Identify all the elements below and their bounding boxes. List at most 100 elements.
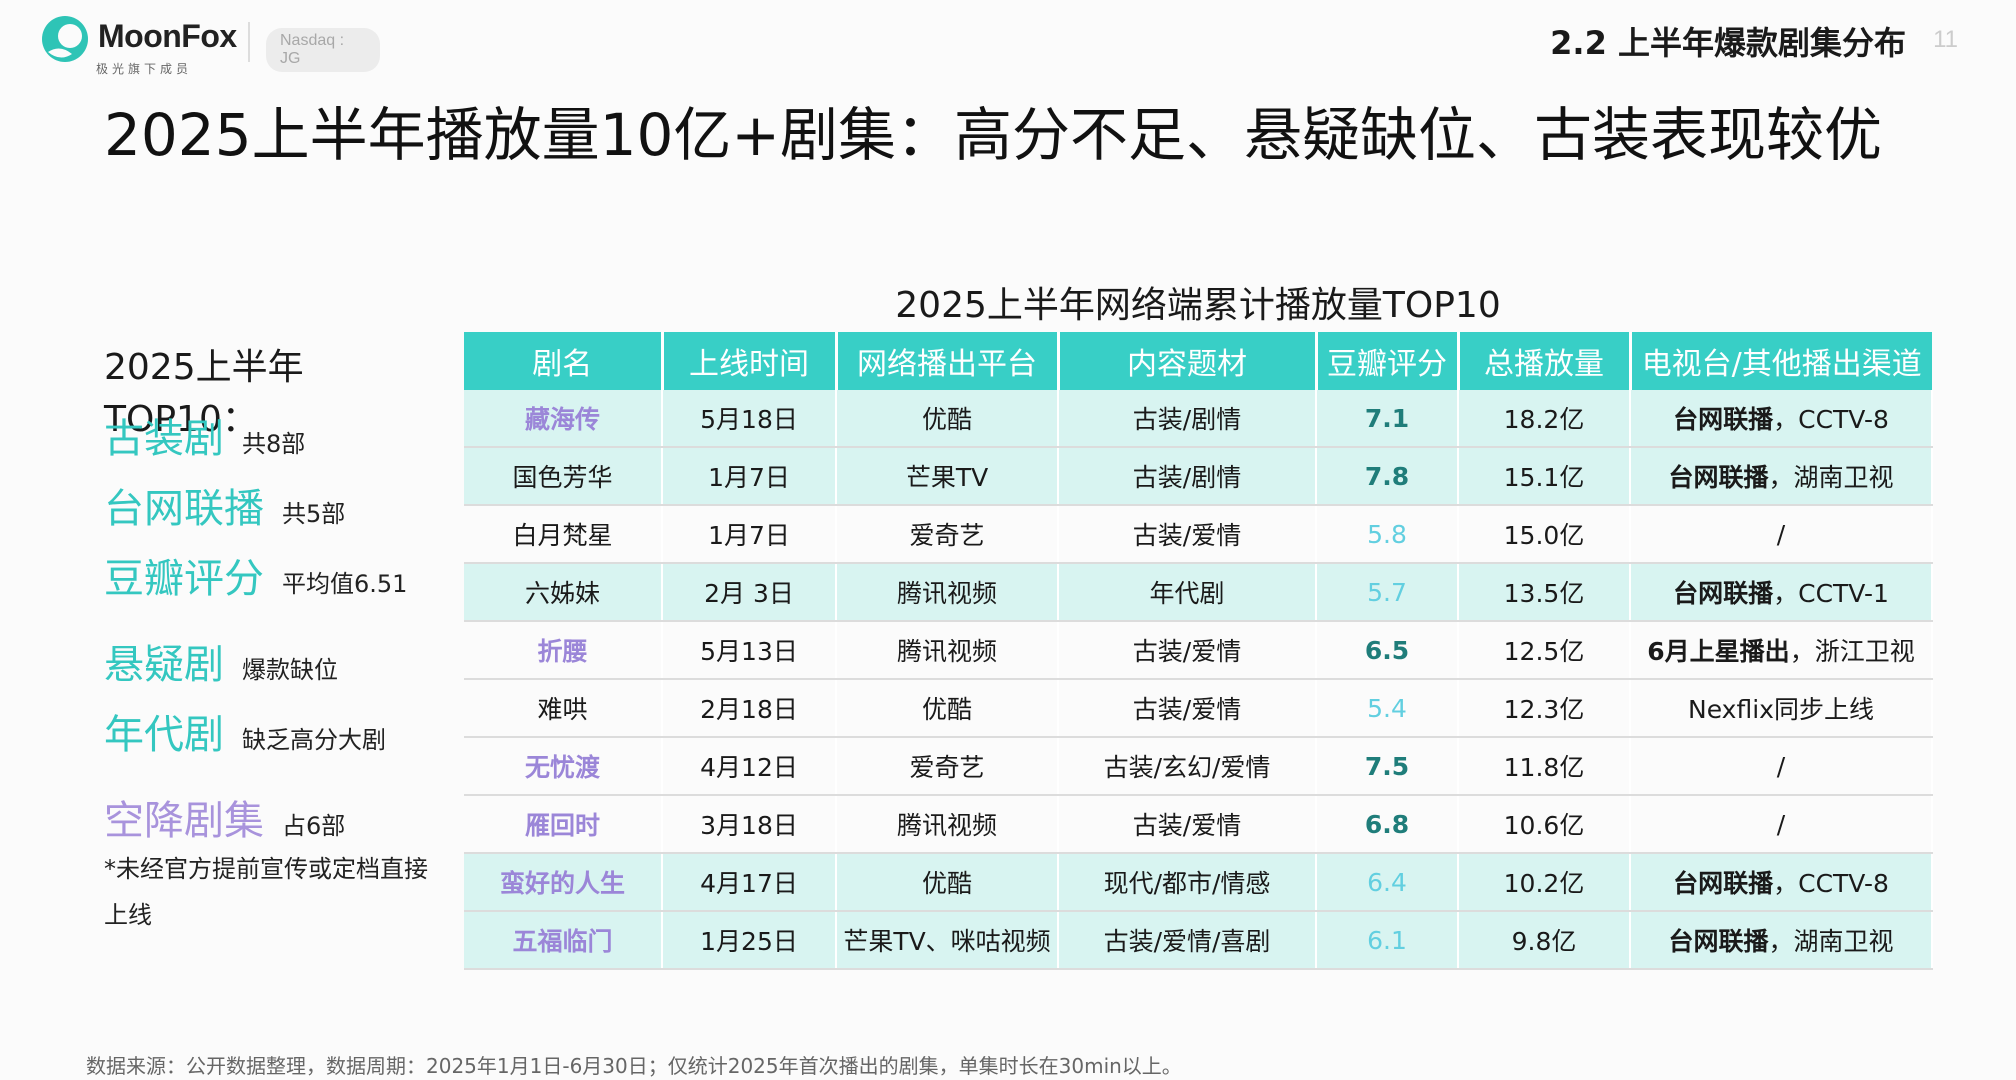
drama-name-cell: 折腰 xyxy=(464,621,663,680)
page-title: 2025上半年播放量10亿+剧集：高分不足、悬疑缺位、古装表现较优 xyxy=(104,101,1883,169)
drama-name-cell-text: 雁回时 xyxy=(524,811,600,840)
genre-cell-text: 古装/爱情 xyxy=(1132,811,1242,840)
column-header: 总播放量 xyxy=(1458,332,1632,390)
douban-score-cell-text: 5.7 xyxy=(1367,577,1407,607)
genre-cell: 古装/剧情 xyxy=(1058,390,1317,448)
genre-cell: 古装/爱情 xyxy=(1058,505,1317,564)
genre-cell-text: 年代剧 xyxy=(1149,579,1225,608)
douban-score-cell: 6.8 xyxy=(1316,795,1459,854)
table-row: 无忧渡 4月12日 爱奇艺 古装/玄幻/爱情 7.5 11.8亿 / xyxy=(464,737,1933,796)
douban-score-cell: 6.1 xyxy=(1316,911,1459,970)
stat-value: 共5部 xyxy=(282,500,346,528)
douban-score-cell: 5.8 xyxy=(1316,505,1459,564)
total-views-cell-text: 9.8亿 xyxy=(1511,927,1577,956)
genre-cell: 古装/爱情 xyxy=(1058,679,1317,738)
drama-name-cell: 白月梵星 xyxy=(464,505,663,564)
release-date-cell-text: 1月7日 xyxy=(708,521,790,550)
drama-name-cell: 藏海传 xyxy=(464,390,663,448)
table-row: 国色芳华 1月7日 芒果TV 古装/剧情 7.8 15.1亿 台网联播，湖南卫视 xyxy=(464,447,1933,506)
column-header: 内容题材 xyxy=(1058,332,1318,390)
total-views-cell: 10.2亿 xyxy=(1458,853,1631,912)
moonfox-logo: MoonFox 极光旗下成员 Nasdaq : JG xyxy=(40,12,380,82)
douban-score-cell-text: 7.1 xyxy=(1364,403,1410,433)
release-date-cell-text: 5月13日 xyxy=(700,637,798,666)
genre-cell-text: 古装/爱情 xyxy=(1132,521,1242,550)
release-date-cell-text: 1月25日 xyxy=(700,927,798,956)
total-views-cell-text: 15.0亿 xyxy=(1503,521,1585,550)
release-date-cell: 4月12日 xyxy=(662,737,837,796)
genre-cell: 古装/剧情 xyxy=(1058,447,1317,506)
douban-score-cell-text: 6.1 xyxy=(1367,925,1407,955)
total-views-cell-text: 11.8亿 xyxy=(1503,753,1585,782)
channel-detail: / xyxy=(1776,519,1786,549)
genre-cell-text: 现代/都市/情感 xyxy=(1103,869,1271,898)
stat-key: 年代剧 xyxy=(104,712,224,758)
drama-name-cell-text: 六姊妹 xyxy=(524,579,600,608)
platform-cell: 爱奇艺 xyxy=(836,737,1059,796)
stat-key: 古装剧 xyxy=(104,416,224,462)
total-views-cell: 18.2亿 xyxy=(1458,390,1631,448)
channel-highlight: 台网联播 xyxy=(1673,869,1774,898)
stat-value: 爆款缺位 xyxy=(242,656,338,684)
release-date-cell: 5月13日 xyxy=(662,621,837,680)
release-date-cell-text: 4月17日 xyxy=(700,869,798,898)
channel-highlight: 台网联播 xyxy=(1673,405,1774,434)
douban-score-cell: 7.1 xyxy=(1316,390,1459,448)
genre-cell: 年代剧 xyxy=(1058,563,1317,622)
total-views-cell: 13.5亿 xyxy=(1458,563,1631,622)
platform-cell: 优酷 xyxy=(836,679,1059,738)
platform-cell-text: 腾讯视频 xyxy=(896,579,997,608)
genre-cell-text: 古装/爱情/喜剧 xyxy=(1103,927,1271,956)
total-views-cell: 15.1亿 xyxy=(1458,447,1631,506)
drama-name-cell-text: 无忧渡 xyxy=(524,753,600,782)
release-date-cell-text: 2月18日 xyxy=(700,695,798,724)
drama-name-cell-text: 国色芳华 xyxy=(512,463,613,492)
drama-name-cell-text: 五福临门 xyxy=(512,927,613,956)
stat-douban: 豆瓣评分 平均值6.51 xyxy=(104,546,407,604)
drama-name-cell: 六姊妹 xyxy=(464,563,663,622)
drama-name-cell: 雁回时 xyxy=(464,795,663,854)
genre-cell: 古装/爱情 xyxy=(1058,621,1317,680)
total-views-cell: 11.8亿 xyxy=(1458,737,1631,796)
summary-heading: 2025上半年TOP10： xyxy=(104,347,304,440)
channel-cell: 台网联播，CCTV-1 xyxy=(1630,563,1933,622)
total-views-cell-text: 13.5亿 xyxy=(1503,579,1585,608)
release-date-cell: 2月18日 xyxy=(662,679,837,738)
release-date-cell: 1月7日 xyxy=(662,447,837,506)
drama-name-cell: 五福临门 xyxy=(464,911,663,970)
stat-value: 缺乏高分大剧 xyxy=(242,726,386,754)
total-views-cell-text: 15.1亿 xyxy=(1503,463,1585,492)
stat-key: 空降剧集 xyxy=(104,798,264,844)
table-row: 五福临门 1月25日 芒果TV、咪咕视频 古装/爱情/喜剧 6.1 9.8亿 台网联播，湖南… xyxy=(464,911,1933,970)
summary-panel: 2025上半年TOP10： 古装剧 共8部 台网联播 共5部 豆瓣评分 平均值6.51… xyxy=(104,338,444,929)
release-date-cell: 4月17日 xyxy=(662,853,837,912)
drama-name-cell: 无忧渡 xyxy=(464,737,663,796)
platform-cell-text: 优酷 xyxy=(921,405,972,434)
total-views-cell-text: 12.3亿 xyxy=(1503,695,1585,724)
drama-name-cell-text: 蛮好的人生 xyxy=(499,869,625,898)
table-row: 六姊妹 2月 3日 腾讯视频 年代剧 5.7 13.5亿 台网联播，CCTV-1 xyxy=(464,563,1933,622)
drama-name-cell: 蛮好的人生 xyxy=(464,853,663,912)
genre-cell: 古装/爱情 xyxy=(1058,795,1317,854)
ticker-badge: Nasdaq : JG xyxy=(266,28,380,72)
platform-cell: 腾讯视频 xyxy=(836,795,1059,854)
stat-value: 平均值6.51 xyxy=(282,570,408,598)
channel-cell: / xyxy=(1630,795,1933,854)
platform-cell-text: 腾讯视频 xyxy=(896,811,997,840)
channel-cell: 台网联播，湖南卫视 xyxy=(1630,447,1933,506)
table-row: 蛮好的人生 4月17日 优酷 现代/都市/情感 6.4 10.2亿 台网联播，CCTV-8 xyxy=(464,853,1933,912)
douban-score-cell: 5.7 xyxy=(1316,563,1459,622)
douban-score-cell-text: 7.8 xyxy=(1364,461,1410,491)
total-views-cell: 15.0亿 xyxy=(1458,505,1631,564)
column-header: 豆瓣评分 xyxy=(1316,332,1460,390)
total-views-cell: 12.5亿 xyxy=(1458,621,1631,680)
table-row: 折腰 5月13日 腾讯视频 古装/爱情 6.5 12.5亿 6月上星播出，浙江卫视 xyxy=(464,621,1933,680)
genre-cell-text: 古装/剧情 xyxy=(1132,463,1242,492)
brand-subtitle: 极光旗下成员 xyxy=(96,62,193,76)
channel-detail: / xyxy=(1776,751,1786,781)
brand-name: MoonFox xyxy=(98,18,237,54)
douban-score-cell-text: 5.8 xyxy=(1367,519,1407,549)
ranking-table: 剧名 上线时间 网络播出平台 内容题材 豆瓣评分 总播放量 电视台/其他播出渠道… xyxy=(464,332,1933,970)
total-views-cell: 10.6亿 xyxy=(1458,795,1631,854)
douban-score-cell: 6.5 xyxy=(1316,621,1459,680)
